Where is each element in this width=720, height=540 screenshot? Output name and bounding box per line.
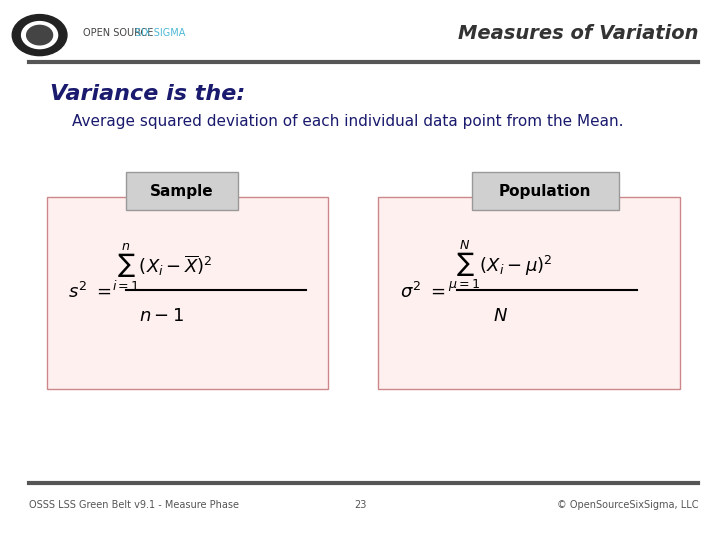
Text: $N$: $N$ — [493, 307, 508, 325]
FancyBboxPatch shape — [126, 172, 238, 210]
Circle shape — [12, 15, 67, 56]
Text: $n - 1$: $n - 1$ — [140, 307, 184, 325]
Text: Variance is the:: Variance is the: — [50, 84, 246, 105]
Text: 23: 23 — [354, 500, 366, 510]
Text: OSSS LSS Green Belt v9.1 - Measure Phase: OSSS LSS Green Belt v9.1 - Measure Phase — [29, 500, 239, 510]
Text: SIX SIGMA: SIX SIGMA — [135, 29, 185, 38]
Text: $\sum_{i=1}^{n}(X_i - \overline{X})^2$: $\sum_{i=1}^{n}(X_i - \overline{X})^2$ — [112, 241, 212, 293]
Text: © OpenSourceSixSigma, LLC: © OpenSourceSixSigma, LLC — [557, 500, 698, 510]
FancyBboxPatch shape — [378, 197, 680, 389]
Circle shape — [27, 25, 53, 45]
Text: $\sum_{\mu=1}^{N}(X_i - \mu)^2$: $\sum_{\mu=1}^{N}(X_i - \mu)^2$ — [448, 239, 553, 295]
FancyBboxPatch shape — [47, 197, 328, 389]
Text: Measures of Variation: Measures of Variation — [458, 24, 698, 43]
FancyBboxPatch shape — [472, 172, 619, 210]
Text: $\sigma^2\ =$: $\sigma^2\ =$ — [400, 281, 445, 302]
Text: Average squared deviation of each individual data point from the Mean.: Average squared deviation of each indivi… — [72, 114, 624, 129]
Text: Sample: Sample — [150, 184, 213, 199]
Circle shape — [22, 22, 58, 49]
Text: OPEN SOURCE: OPEN SOURCE — [83, 29, 153, 38]
Text: Population: Population — [499, 184, 591, 199]
Text: $s^2\ =$: $s^2\ =$ — [68, 281, 112, 302]
